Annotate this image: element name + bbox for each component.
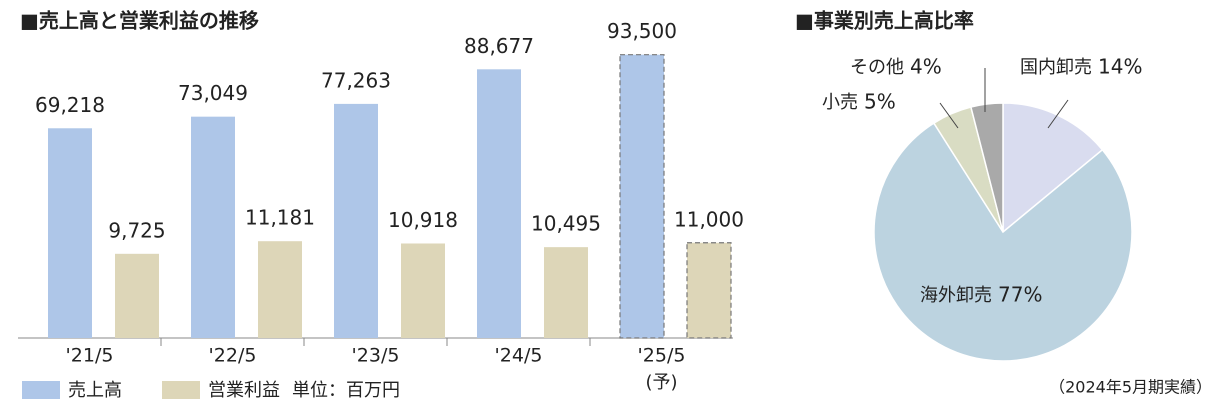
value-label: 10,918 — [388, 208, 458, 232]
value-label: 9,725 — [108, 218, 165, 242]
value-label: 77,263 — [321, 68, 391, 92]
forecast-label: (予) — [645, 372, 677, 393]
legend-swatch — [22, 381, 60, 399]
legend-swatch — [162, 381, 200, 399]
pie-value-label: 5% — [864, 90, 896, 114]
pie-title: ■事業別売上高比率 — [795, 9, 974, 33]
bar — [619, 54, 665, 339]
bar — [48, 128, 92, 338]
pie-label: その他 — [850, 57, 904, 78]
bar — [191, 116, 235, 338]
pie-slice — [873, 122, 1133, 362]
value-label: 88,677 — [464, 34, 534, 58]
x-tick-label: '25/5 — [638, 345, 686, 367]
pie-value-label: 14% — [1098, 55, 1142, 79]
pie-slice — [970, 102, 1004, 233]
pie-value-label: 4% — [910, 55, 942, 79]
value-label: 93,500 — [607, 19, 677, 43]
bar — [334, 103, 378, 338]
x-tick-label: '23/5 — [352, 345, 400, 367]
x-tick-label: '22/5 — [209, 345, 257, 367]
pie-value-label: 77% — [998, 283, 1042, 307]
value-label: 69,218 — [35, 93, 105, 117]
leader-line — [939, 102, 959, 129]
value-label: 73,049 — [178, 81, 248, 105]
bar — [401, 243, 445, 338]
legend-label: 営業利益 — [208, 380, 280, 401]
bar — [115, 253, 159, 338]
bar — [544, 247, 588, 338]
bar — [258, 241, 302, 338]
value-label: 11,000 — [674, 207, 744, 231]
bar — [477, 69, 521, 339]
legend-label: 売上高 — [68, 380, 122, 401]
pie-label: 小売 — [822, 92, 858, 113]
pie-slice — [1002, 102, 1104, 234]
x-tick-label: '21/5 — [66, 345, 114, 367]
pie-label: 海外卸売 — [920, 285, 992, 306]
x-tick-label: '24/5 — [495, 345, 543, 367]
bar-title: ■売上高と営業利益の推移 — [20, 9, 259, 33]
value-label: 10,495 — [531, 212, 601, 236]
pie-note: （2024年5月期実績） — [1049, 378, 1212, 397]
unit-label: 単位：百万円 — [292, 380, 400, 401]
pie-label: 国内卸売 — [1020, 57, 1092, 78]
bar — [686, 242, 732, 339]
value-label: 11,181 — [245, 206, 315, 230]
leader-line — [1047, 99, 1069, 129]
